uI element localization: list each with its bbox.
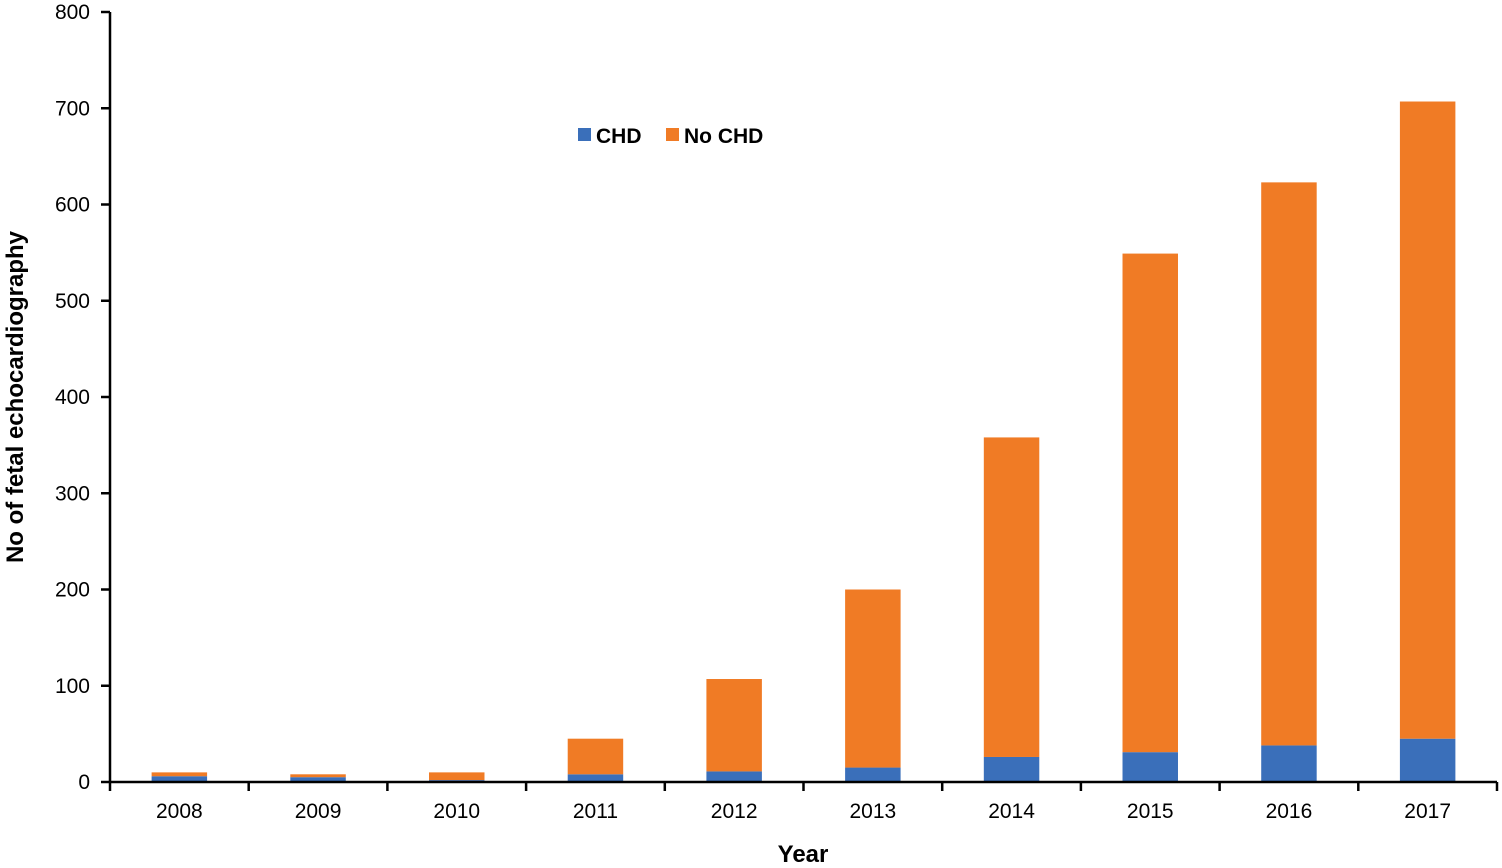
x-tick-label: 2016 bbox=[1266, 800, 1313, 823]
x-ticks: 2008 2009 2010 2011 2012 2013 2014 2015 2016 2017 bbox=[108, 782, 1499, 823]
y-tick-label: 500 bbox=[55, 290, 90, 313]
y-tick-label: 600 bbox=[55, 194, 90, 217]
bar-chd-2012 bbox=[706, 771, 762, 782]
y-tick-label: 200 bbox=[55, 579, 90, 602]
bar-chd-2017 bbox=[1399, 738, 1456, 782]
legend-label-chd: CHD bbox=[596, 125, 642, 148]
legend: CHD No CHD bbox=[578, 125, 763, 148]
x-tick-label: 2015 bbox=[1127, 800, 1174, 823]
bar-chd-2013 bbox=[845, 767, 901, 782]
y-axis-title: No of fetal echocardiography bbox=[2, 230, 29, 563]
x-axis-title: Year bbox=[778, 841, 829, 868]
y-tick-label: 300 bbox=[55, 482, 90, 505]
bar-no-chd-2008 bbox=[151, 772, 208, 777]
x-tick-label: 2013 bbox=[849, 800, 896, 823]
x-tick-label: 2017 bbox=[1404, 800, 1451, 823]
x-tick-label: 2011 bbox=[573, 800, 618, 823]
x-tick-label: 2008 bbox=[156, 800, 203, 823]
bar-no-chd-2014 bbox=[983, 437, 1040, 757]
y-tick-label: 100 bbox=[55, 675, 90, 698]
bar-no-chd-2015 bbox=[1122, 253, 1178, 753]
y-tick-label: 800 bbox=[55, 1, 90, 24]
bar-chd-2009 bbox=[290, 777, 346, 782]
x-tick-label: 2012 bbox=[711, 800, 758, 823]
bar-chd-2015 bbox=[1122, 752, 1178, 782]
legend-swatch-no-chd bbox=[666, 128, 679, 141]
bar-no-chd-2016 bbox=[1261, 182, 1317, 746]
x-tick-label: 2014 bbox=[988, 800, 1035, 823]
y-tick-label: 700 bbox=[55, 97, 90, 120]
bar-no-chd-2013 bbox=[845, 589, 901, 768]
y-ticks: 0 100 200 300 400 500 600 700 800 bbox=[55, 1, 110, 794]
bar-no-chd-2009 bbox=[290, 774, 346, 778]
bar-chd-2011 bbox=[567, 774, 624, 782]
plot-area bbox=[151, 101, 1456, 782]
x-tick-label: 2009 bbox=[295, 800, 342, 823]
bar-chd-2014 bbox=[983, 756, 1040, 782]
bar-chd-2016 bbox=[1261, 745, 1317, 782]
bar-no-chd-2017 bbox=[1399, 101, 1456, 739]
bar-chd-2008 bbox=[151, 776, 208, 782]
y-tick-label: 0 bbox=[78, 771, 90, 794]
y-tick-label: 400 bbox=[55, 386, 90, 409]
x-tick-label: 2010 bbox=[433, 800, 480, 823]
legend-label-no-chd: No CHD bbox=[684, 125, 763, 148]
legend-swatch-chd bbox=[578, 128, 591, 141]
bar-no-chd-2010 bbox=[429, 772, 485, 781]
bar-no-chd-2011 bbox=[567, 738, 624, 775]
bar-no-chd-2012 bbox=[706, 679, 762, 772]
